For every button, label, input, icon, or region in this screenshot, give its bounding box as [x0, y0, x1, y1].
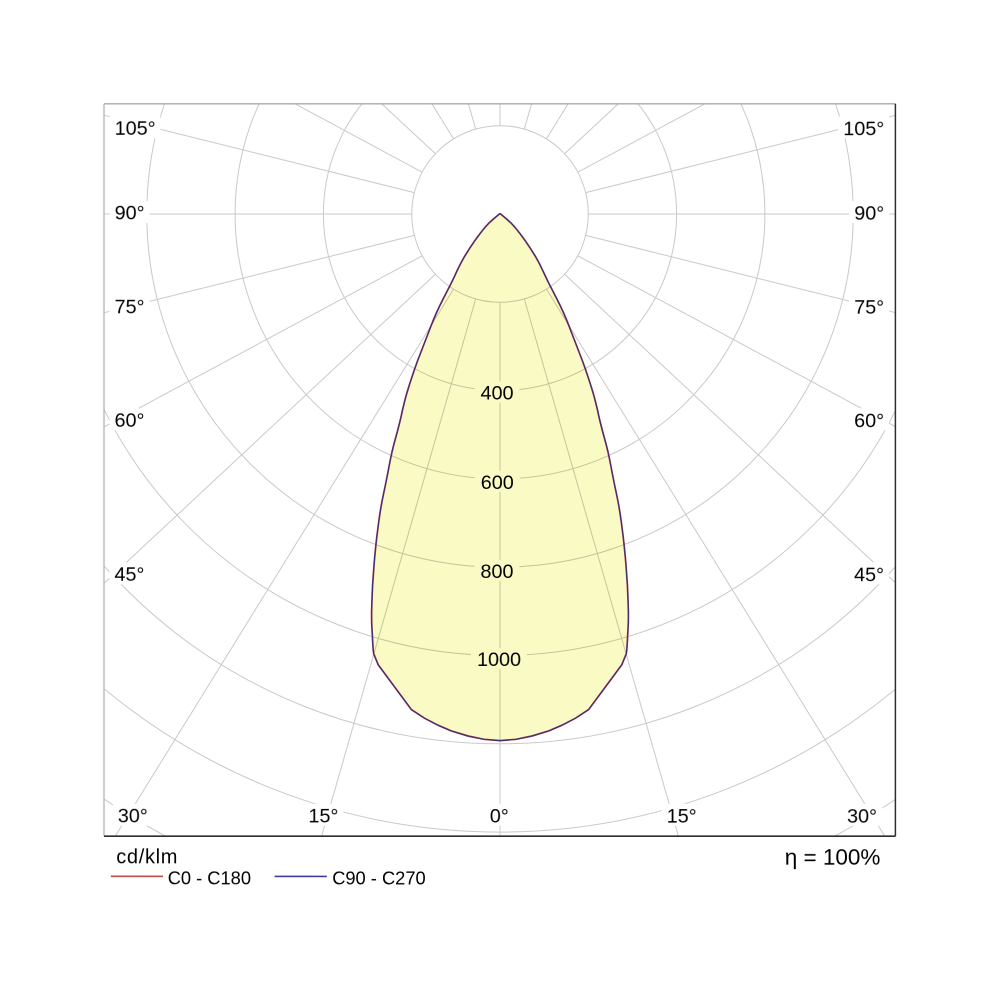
svg-text:0°: 0° [490, 805, 509, 827]
svg-text:15°: 15° [667, 805, 697, 827]
svg-text:1000: 1000 [477, 649, 521, 671]
svg-text:600: 600 [481, 472, 514, 494]
svg-text:η = 100%: η = 100% [785, 845, 881, 870]
svg-text:C90 - C270: C90 - C270 [332, 867, 426, 888]
svg-text:90°: 90° [854, 203, 884, 225]
svg-text:800: 800 [480, 561, 513, 583]
svg-text:60°: 60° [854, 410, 884, 432]
svg-text:75°: 75° [854, 297, 884, 319]
svg-text:45°: 45° [114, 564, 144, 586]
svg-text:30°: 30° [847, 806, 877, 828]
svg-text:15°: 15° [308, 805, 338, 827]
svg-text:cd/klm: cd/klm [116, 846, 178, 868]
svg-text:105°: 105° [843, 118, 884, 140]
svg-text:30°: 30° [118, 805, 148, 827]
svg-text:60°: 60° [115, 410, 145, 432]
svg-text:C0 - C180: C0 - C180 [168, 867, 251, 888]
svg-text:90°: 90° [115, 202, 145, 224]
svg-text:105°: 105° [115, 118, 156, 140]
svg-text:400: 400 [481, 383, 514, 405]
svg-text:75°: 75° [115, 296, 145, 318]
svg-text:45°: 45° [854, 564, 884, 586]
